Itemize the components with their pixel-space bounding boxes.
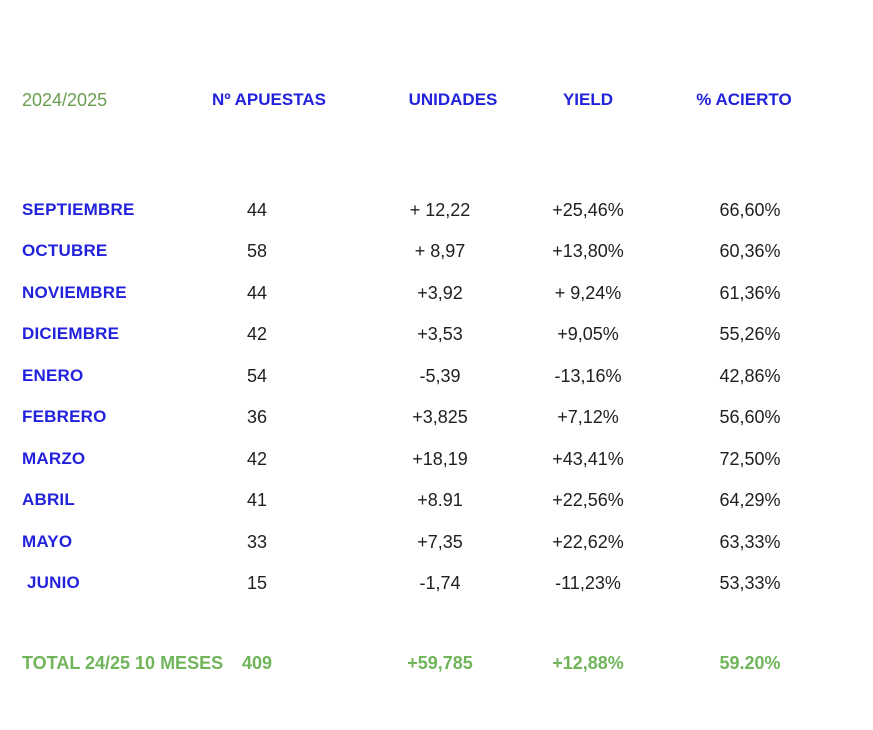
yield-value: +25,46% bbox=[552, 200, 624, 220]
column-header-units: UNIDADES bbox=[408, 90, 498, 109]
table-row-mayo: MAYO 33 +7,35 +22,62% 63,33% bbox=[0, 531, 873, 555]
bets-value: 15 bbox=[246, 573, 268, 593]
table-row-marzo: MARZO 42 +18,19 +43,41% 72,50% bbox=[0, 448, 873, 472]
units-value: -1,74 bbox=[419, 573, 461, 593]
units-value: +3,53 bbox=[417, 324, 463, 344]
units-value: + 8,97 bbox=[414, 241, 466, 261]
table-total-row: TOTAL 24/25 10 MESES 409 +59,785 +12,88%… bbox=[0, 652, 873, 676]
bets-value: 42 bbox=[246, 449, 268, 469]
accuracy-value: 66,60% bbox=[719, 200, 781, 220]
month-label: MARZO bbox=[22, 449, 86, 468]
yield-value: -11,23% bbox=[555, 573, 621, 593]
bets-value: 33 bbox=[246, 532, 268, 552]
yield-value: +22,56% bbox=[552, 490, 624, 510]
month-label: ENERO bbox=[22, 366, 84, 385]
month-label: OCTUBRE bbox=[22, 241, 108, 260]
month-label: ABRIL bbox=[22, 490, 75, 509]
accuracy-value: 61,36% bbox=[719, 283, 781, 303]
total-yield-value: +12,88% bbox=[552, 653, 624, 673]
units-value: +18,19 bbox=[412, 449, 468, 469]
total-label: TOTAL 24/25 10 MESES bbox=[22, 653, 224, 673]
accuracy-value: 72,50% bbox=[719, 449, 781, 469]
yield-value: +13,80% bbox=[552, 241, 624, 261]
bets-value: 58 bbox=[246, 241, 268, 261]
table-row-febrero: FEBRERO 36 +3,825 +7,12% 56,60% bbox=[0, 406, 873, 430]
yield-value: -13,16% bbox=[554, 366, 622, 386]
month-label: MAYO bbox=[22, 532, 73, 551]
bets-value: 41 bbox=[246, 490, 268, 510]
month-label: SEPTIEMBRE bbox=[22, 200, 135, 219]
accuracy-value: 56,60% bbox=[719, 407, 781, 427]
season-label: 2024/2025 bbox=[22, 90, 108, 110]
bets-value: 42 bbox=[246, 324, 268, 344]
yield-value: +22,62% bbox=[552, 532, 624, 552]
accuracy-value: 42,86% bbox=[719, 366, 781, 386]
units-value: + 12,22 bbox=[409, 200, 471, 220]
units-value: -5,39 bbox=[419, 366, 461, 386]
accuracy-value: 53,33% bbox=[719, 573, 781, 593]
month-label: JUNIO bbox=[27, 573, 80, 592]
yield-value: + 9,24% bbox=[554, 283, 622, 303]
accuracy-value: 64,29% bbox=[719, 490, 781, 510]
yield-value: +43,41% bbox=[552, 449, 624, 469]
bets-value: 44 bbox=[246, 200, 268, 220]
units-value: +3,825 bbox=[412, 407, 468, 427]
month-label: FEBRERO bbox=[22, 407, 107, 426]
table-header-row: 2024/2025 Nº APUESTAS UNIDADES YIELD % A… bbox=[0, 89, 873, 113]
table-row-octubre: OCTUBRE 58 + 8,97 +13,80% 60,36% bbox=[0, 240, 873, 264]
column-header-yield: YIELD bbox=[562, 90, 614, 109]
accuracy-value: 60,36% bbox=[719, 241, 781, 261]
table-row-noviembre: NOVIEMBRE 44 +3,92 + 9,24% 61,36% bbox=[0, 282, 873, 306]
units-value: +8.91 bbox=[417, 490, 463, 510]
table-row-abril: ABRIL 41 +8.91 +22,56% 64,29% bbox=[0, 489, 873, 513]
table-row-septiembre: SEPTIEMBRE 44 + 12,22 +25,46% 66,60% bbox=[0, 199, 873, 223]
month-label: DICIEMBRE bbox=[22, 324, 120, 343]
table-row-junio: JUNIO 15 -1,74 -11,23% 53,33% bbox=[0, 572, 873, 596]
total-bets-value: 409 bbox=[241, 653, 273, 673]
bets-value: 54 bbox=[246, 366, 268, 386]
column-header-bets: Nº APUESTAS bbox=[212, 90, 326, 109]
column-header-accuracy: % ACIERTO bbox=[696, 90, 792, 109]
units-value: +7,35 bbox=[417, 532, 463, 552]
yield-value: +7,12% bbox=[557, 407, 619, 427]
table-row-diciembre: DICIEMBRE 42 +3,53 +9,05% 55,26% bbox=[0, 323, 873, 347]
total-accuracy-value: 59.20% bbox=[719, 653, 781, 673]
yield-value: +9,05% bbox=[557, 324, 619, 344]
units-value: +3,92 bbox=[417, 283, 463, 303]
bets-value: 36 bbox=[246, 407, 268, 427]
total-units-value: +59,785 bbox=[407, 653, 473, 673]
accuracy-value: 63,33% bbox=[719, 532, 781, 552]
month-label: NOVIEMBRE bbox=[22, 283, 127, 302]
accuracy-value: 55,26% bbox=[719, 324, 781, 344]
bets-value: 44 bbox=[246, 283, 268, 303]
table-row-enero: ENERO 54 -5,39 -13,16% 42,86% bbox=[0, 365, 873, 389]
